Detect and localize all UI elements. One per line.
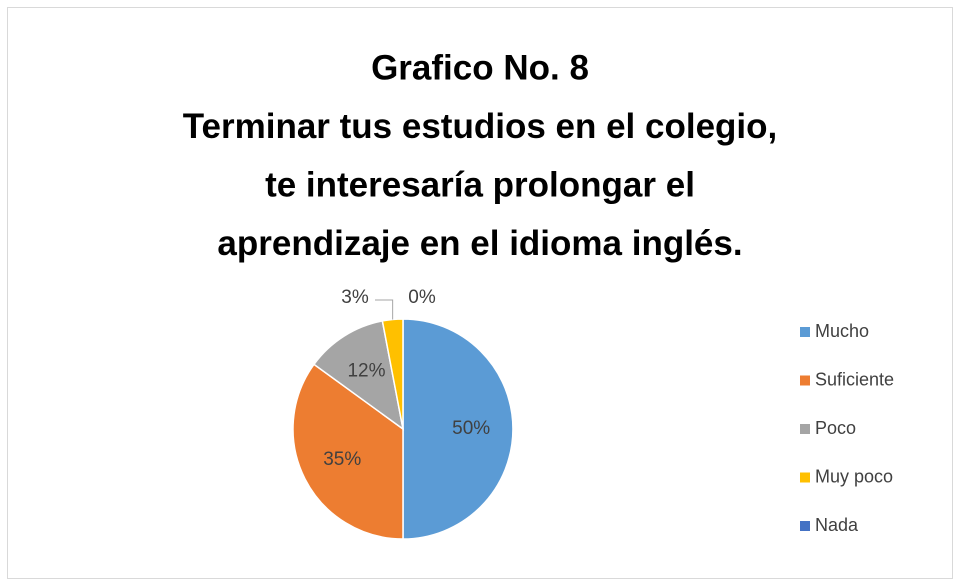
legend-swatch — [800, 424, 810, 434]
chart-title: aprendizaje en el idioma inglés. — [217, 224, 742, 263]
legend-swatch — [800, 521, 810, 531]
data-label: 12% — [347, 360, 385, 381]
chart-title: Grafico No. 8 — [371, 48, 589, 87]
legend-label: Mucho — [815, 321, 869, 341]
data-label: 3% — [341, 287, 369, 308]
legend-label: Nada — [815, 515, 859, 535]
legend-swatch — [800, 472, 810, 483]
legend-swatch — [800, 375, 810, 386]
data-label: 35% — [323, 449, 361, 470]
legend-label: Poco — [815, 418, 856, 438]
leader-line — [375, 299, 394, 320]
legend-swatch — [800, 327, 810, 337]
data-label: 50% — [452, 418, 490, 439]
pie-slice — [402, 318, 514, 540]
pie-slice — [312, 320, 405, 431]
data-label: 0% — [408, 287, 436, 308]
legend-label: Muy poco — [815, 466, 893, 486]
chart-title: te interesaría prolongar el — [265, 165, 695, 204]
legend-label: Suficiente — [815, 369, 894, 389]
chart-title: Terminar tus estudios en el colegio, — [183, 107, 778, 146]
pie-slice — [292, 363, 404, 540]
